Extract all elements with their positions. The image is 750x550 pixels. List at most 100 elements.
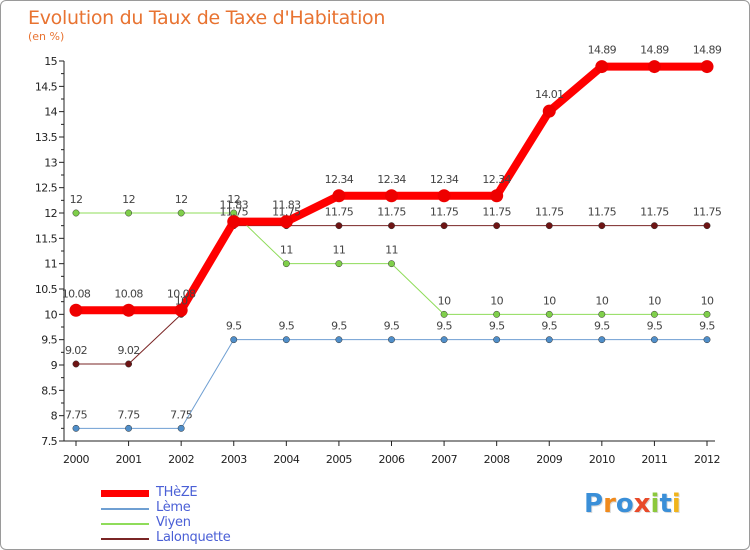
y-tick-label: 7.5 xyxy=(41,435,57,448)
data-label: 10 xyxy=(595,294,608,307)
y-tick-label: 13.5 xyxy=(35,131,58,144)
data-label: 14.89 xyxy=(693,44,722,57)
data-point xyxy=(177,209,185,217)
data-point xyxy=(72,360,80,368)
data-point xyxy=(279,215,293,229)
series-th-ze xyxy=(69,60,714,317)
data-point xyxy=(332,189,346,203)
legend-label: Viyen xyxy=(156,515,191,530)
unit-label: (en %) xyxy=(28,30,65,43)
data-label: 11.75 xyxy=(482,206,511,219)
logo-letter: o xyxy=(615,489,634,519)
data-point xyxy=(335,336,343,344)
logo-letter: x xyxy=(633,489,651,519)
data-label: 9.5 xyxy=(436,320,452,333)
axes: 7.5 8 8.5 9 9.5 10 10.5 11 11.5 12 12.5 13 13.5 14 14.… xyxy=(35,55,721,466)
data-point xyxy=(125,360,133,368)
data-point xyxy=(595,60,609,74)
legend-swatch xyxy=(101,490,149,497)
data-point xyxy=(598,310,606,318)
data-label: 12 xyxy=(122,193,135,206)
series-line xyxy=(72,62,711,315)
y-tick-label: 14.5 xyxy=(35,80,58,93)
data-label: 10.08 xyxy=(62,287,91,300)
data-label: 9.5 xyxy=(384,320,400,333)
data-point xyxy=(174,303,188,317)
data-label: 9.5 xyxy=(278,320,294,333)
data-label: 9.02 xyxy=(65,344,87,357)
series-viyen xyxy=(72,209,711,318)
y-tick-label: 8 xyxy=(51,410,58,423)
y-tick-label: 9.5 xyxy=(41,334,57,347)
data-point xyxy=(388,222,395,230)
data-point xyxy=(490,189,504,203)
logo-letter: i xyxy=(650,489,660,519)
data-label: 9.5 xyxy=(226,320,242,333)
data-label: 11.75 xyxy=(693,206,722,219)
legend-swatch xyxy=(101,538,149,540)
data-point xyxy=(72,424,80,432)
data-label: 11.83 xyxy=(272,199,301,212)
data-point xyxy=(545,310,553,318)
data-label: 12.34 xyxy=(325,173,354,186)
y-tick-label: 10.5 xyxy=(35,283,58,296)
data-label: 11.75 xyxy=(272,206,301,219)
data-point xyxy=(700,60,714,74)
data-label: 12 xyxy=(227,193,240,206)
y-tick-label: 9 xyxy=(51,359,58,372)
data-label: 9.02 xyxy=(118,344,140,357)
data-label: 11 xyxy=(385,244,398,257)
data-label: 14.89 xyxy=(640,44,669,57)
x-tick-label: 2000 xyxy=(63,453,89,466)
data-label: 11.75 xyxy=(640,206,669,219)
data-label: 11.75 xyxy=(535,206,564,219)
data-point xyxy=(650,310,658,318)
data-point xyxy=(493,336,501,344)
data-point xyxy=(177,424,185,432)
y-tick-label: 10 xyxy=(44,308,57,321)
chart-title: Evolution du Taux de Taxe d'Habitation xyxy=(28,7,386,29)
data-label: 11 xyxy=(280,244,293,257)
y-tick-label: 12 xyxy=(44,207,57,220)
data-label: 10.08 xyxy=(167,287,196,300)
data-point xyxy=(493,222,501,230)
data-point xyxy=(282,260,290,268)
data-label: 11.75 xyxy=(220,206,249,219)
y-tick-label: 11.5 xyxy=(35,232,58,245)
data-point xyxy=(335,260,343,268)
logo-letter: t xyxy=(659,489,672,519)
x-tick-label: 2010 xyxy=(589,453,615,466)
data-label: 12 xyxy=(175,193,188,206)
legend-swatch xyxy=(101,508,149,510)
data-point xyxy=(122,303,136,317)
y-tick-label: 14 xyxy=(44,106,57,119)
data-label: 10.08 xyxy=(114,287,143,300)
data-point xyxy=(650,336,658,344)
legend-label: Lalonquette xyxy=(156,530,231,545)
data-label: 14.01 xyxy=(535,88,564,101)
series-l-me xyxy=(72,336,711,432)
data-point xyxy=(598,336,606,344)
legend-label: Lème xyxy=(156,500,191,515)
data-point xyxy=(335,222,343,230)
data-label: 9.5 xyxy=(594,320,610,333)
x-tick-label: 2003 xyxy=(221,453,247,466)
x-tick-label: 2004 xyxy=(273,453,299,466)
data-point xyxy=(125,209,133,217)
legend-swatch xyxy=(101,523,149,525)
data-point xyxy=(72,209,80,217)
data-point xyxy=(598,222,606,230)
data-point xyxy=(703,336,711,344)
data-label: 12.34 xyxy=(482,173,511,186)
y-tick-label: 11 xyxy=(44,258,57,271)
data-point xyxy=(542,104,556,118)
data-label: 12.34 xyxy=(430,173,459,186)
data-point xyxy=(703,222,711,230)
data-label: 10 xyxy=(648,294,661,307)
data-point xyxy=(440,222,448,230)
data-label: 11.75 xyxy=(430,206,459,219)
x-tick-label: 2008 xyxy=(484,453,510,466)
data-label: 9.5 xyxy=(541,320,557,333)
